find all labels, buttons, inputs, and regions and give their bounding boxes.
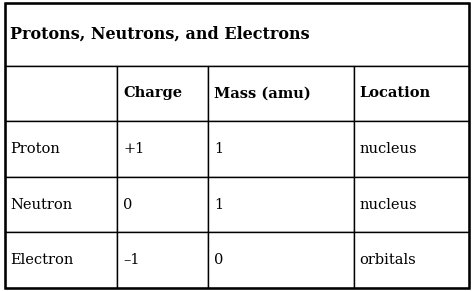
Polygon shape xyxy=(208,177,354,233)
Polygon shape xyxy=(208,66,354,121)
Text: Protons, Neutrons, and Electrons: Protons, Neutrons, and Electrons xyxy=(10,26,310,43)
Polygon shape xyxy=(5,177,118,233)
Text: 1: 1 xyxy=(214,142,223,156)
Polygon shape xyxy=(208,121,354,177)
Polygon shape xyxy=(354,66,469,121)
Polygon shape xyxy=(354,121,469,177)
Text: Neutron: Neutron xyxy=(10,198,73,212)
Polygon shape xyxy=(5,66,118,121)
Text: +1: +1 xyxy=(123,142,145,156)
Polygon shape xyxy=(208,233,354,288)
Text: Charge: Charge xyxy=(123,86,182,100)
Polygon shape xyxy=(5,121,118,177)
Text: nucleus: nucleus xyxy=(359,142,417,156)
Polygon shape xyxy=(354,177,469,233)
Polygon shape xyxy=(118,177,208,233)
Text: Mass (amu): Mass (amu) xyxy=(214,86,310,100)
Text: 1: 1 xyxy=(214,198,223,212)
Text: Electron: Electron xyxy=(10,253,74,267)
Polygon shape xyxy=(118,121,208,177)
Text: 0: 0 xyxy=(123,198,133,212)
Text: Proton: Proton xyxy=(10,142,60,156)
Text: Location: Location xyxy=(359,86,431,100)
Text: 0: 0 xyxy=(214,253,223,267)
Text: nucleus: nucleus xyxy=(359,198,417,212)
Polygon shape xyxy=(354,233,469,288)
Text: –1: –1 xyxy=(123,253,140,267)
Polygon shape xyxy=(5,233,118,288)
Polygon shape xyxy=(5,3,469,66)
Polygon shape xyxy=(118,66,208,121)
Polygon shape xyxy=(118,233,208,288)
Text: orbitals: orbitals xyxy=(359,253,416,267)
